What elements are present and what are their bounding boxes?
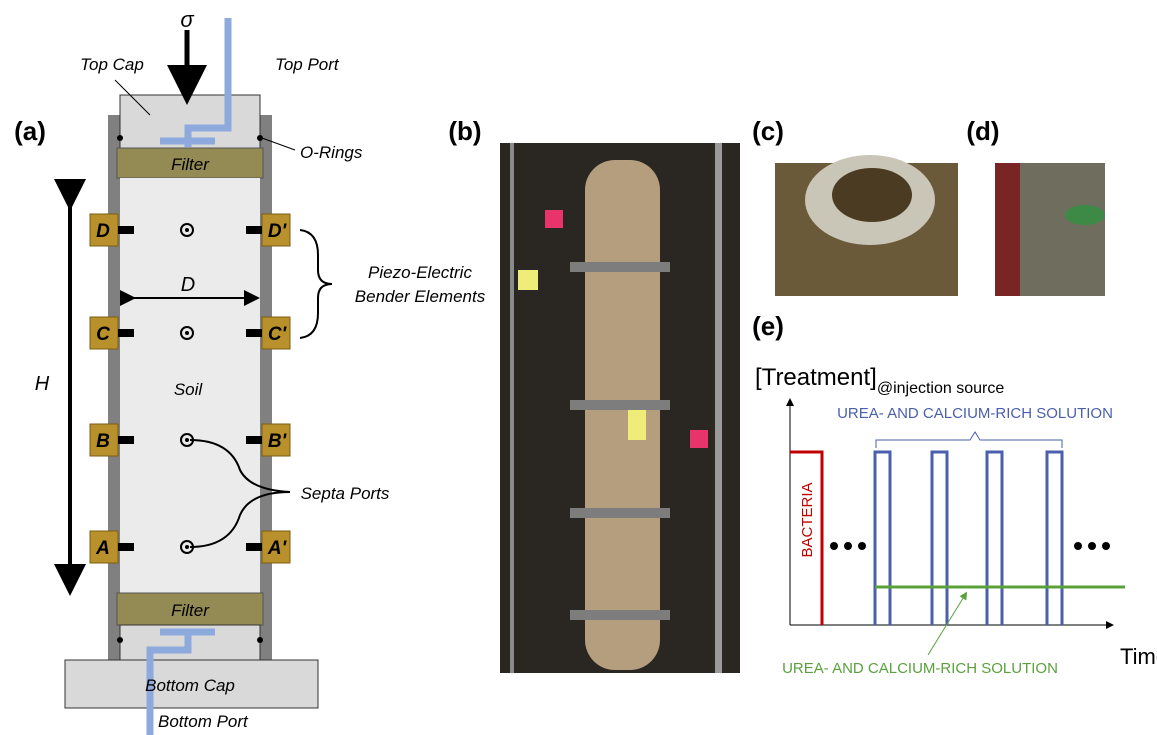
dot: [1102, 542, 1110, 550]
bottom-port-label: Bottom Port: [158, 712, 249, 731]
sensor-label: C: [96, 324, 110, 345]
bracket: [300, 230, 332, 338]
figure: DD'CC'BB'AA' σ Top Cap Top Port O-Rings …: [0, 0, 1157, 735]
sensor-label: A': [267, 538, 288, 559]
panel-c: (c): [752, 116, 958, 296]
photo-tag: [628, 410, 646, 440]
septa-port-center: [185, 438, 189, 442]
sensor-pin: [118, 226, 134, 234]
urea-pulses: [875, 452, 1062, 625]
filter-label: Filter: [171, 155, 210, 174]
photo-clamp: [570, 262, 670, 272]
photo-tag: [545, 210, 563, 228]
photo-clamp: [570, 400, 670, 410]
photo-tag: [690, 430, 708, 448]
dot: [844, 542, 852, 550]
wall: [108, 115, 120, 660]
bottom-cap-label: Bottom Cap: [145, 676, 235, 695]
septa-port-center: [185, 545, 189, 549]
x-axis-label: Time: [1120, 644, 1157, 669]
dot: [858, 542, 866, 550]
panel-b: (b): [448, 116, 740, 673]
diameter-label: D: [181, 274, 195, 296]
y-axis-main: [Treatment]: [755, 364, 877, 391]
panel-label: (d): [966, 116, 999, 146]
sensor-pin: [246, 226, 262, 234]
filter-label: Filter: [171, 601, 210, 620]
bracket: [876, 432, 1062, 448]
y-axis-label: [Treatment]@injection source: [755, 364, 1004, 397]
septa-label: Septa Ports: [301, 484, 390, 503]
dot: [1074, 542, 1082, 550]
sigma: σ: [180, 7, 194, 32]
y-axis-sub: @injection source: [877, 380, 1005, 397]
septa-port-center: [185, 228, 189, 232]
sensor-label: C': [268, 324, 288, 345]
wall: [260, 115, 272, 660]
panel-d: (d): [966, 116, 1105, 296]
photo-tag: [518, 270, 538, 290]
dot: [1088, 542, 1096, 550]
panel-e: (e) [Treatment]@injection source UREA- A…: [752, 311, 1157, 677]
o-ring: [257, 637, 263, 643]
o-ring: [117, 637, 123, 643]
sensor-pin: [118, 329, 134, 337]
bacteria-label: BACTERIA: [799, 482, 816, 557]
sensor-label: B: [96, 431, 110, 452]
photo-stripe: [995, 163, 1020, 296]
soil-label: Soil: [174, 380, 204, 399]
sensor-pin: [246, 436, 262, 444]
sensor-label: D: [96, 221, 110, 242]
dot: [830, 542, 838, 550]
sensor-pin: [118, 543, 134, 551]
sensor-label: D': [268, 221, 288, 242]
height-label: H: [35, 373, 50, 395]
photo-column: [585, 160, 660, 670]
top-port-label: Top Port: [275, 55, 340, 74]
sensor-label: B': [268, 431, 288, 452]
bender-label: Piezo-Electric: [368, 263, 472, 282]
photo-spot: [1065, 205, 1105, 225]
photo-clamp: [570, 610, 670, 620]
urea-blue-label: UREA- AND CALCIUM-RICH SOLUTION: [837, 405, 1113, 422]
panel-label: (c): [752, 116, 784, 146]
photo-clamp: [570, 508, 670, 518]
panel-label: (a): [14, 116, 46, 146]
sensor-label: A: [95, 538, 110, 559]
panel-label: (b): [448, 116, 481, 146]
o-ring: [117, 135, 123, 141]
o-rings-label: O-Rings: [300, 143, 363, 162]
bender-label: Bender Elements: [355, 287, 486, 306]
top-cap-label: Top Cap: [80, 55, 144, 74]
septa-port-center: [185, 331, 189, 335]
photo-rod: [715, 143, 722, 673]
sensor-pin: [246, 329, 262, 337]
photo-hole: [832, 168, 912, 222]
sensor-pin: [246, 543, 262, 551]
urea-green-label: UREA- AND CALCIUM-RICH SOLUTION: [782, 660, 1058, 677]
sensor-pin: [118, 436, 134, 444]
photo-rod: [510, 143, 514, 673]
panel-label: (e): [752, 311, 784, 341]
